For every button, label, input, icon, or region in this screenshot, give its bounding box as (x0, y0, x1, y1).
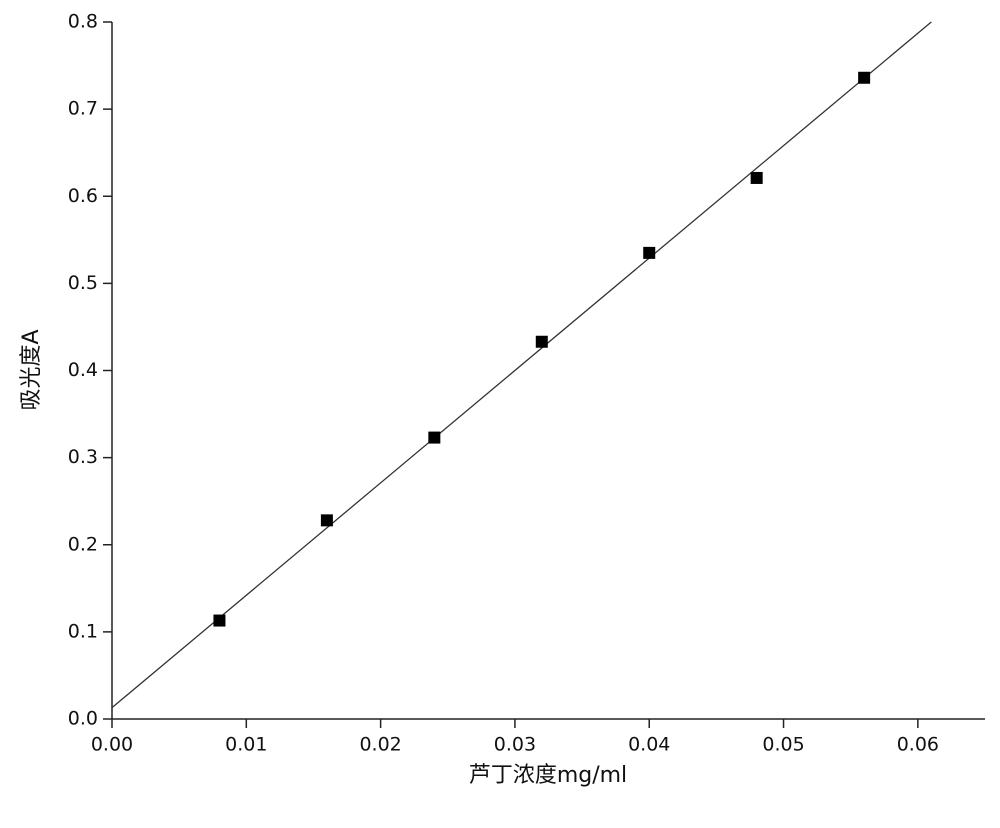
data-point (750, 171, 763, 184)
x-tick-label: 0.00 (91, 734, 133, 756)
data-point (535, 335, 548, 348)
fit-line (111, 21, 932, 709)
x-tick-label: 0.03 (494, 734, 536, 756)
data-point (213, 614, 226, 627)
y-tick-label: 0.3 (68, 446, 98, 468)
x-axis-label: 芦丁浓度mg/ml (469, 763, 627, 788)
y-axis-label: 吸光度A (19, 329, 44, 410)
x-tick-label: 0.04 (628, 734, 670, 756)
y-tick-label: 0.6 (68, 185, 98, 207)
data-point (428, 431, 441, 444)
y-tick-label: 0.5 (68, 272, 98, 294)
data-point (643, 246, 656, 259)
x-tick-label: 0.05 (762, 734, 804, 756)
data-point (858, 71, 871, 84)
x-tick-label: 0.02 (359, 734, 401, 756)
y-tick-label: 0.2 (68, 533, 98, 555)
y-tick-label: 0.0 (68, 708, 98, 730)
y-tick-label: 0.7 (68, 98, 98, 120)
x-tick-label: 0.06 (897, 734, 939, 756)
y-tick-label: 0.8 (68, 11, 98, 33)
y-tick-label: 0.1 (68, 620, 98, 642)
data-point (320, 514, 333, 527)
x-tick-label: 0.01 (225, 734, 267, 756)
y-tick-label: 0.4 (68, 359, 98, 381)
